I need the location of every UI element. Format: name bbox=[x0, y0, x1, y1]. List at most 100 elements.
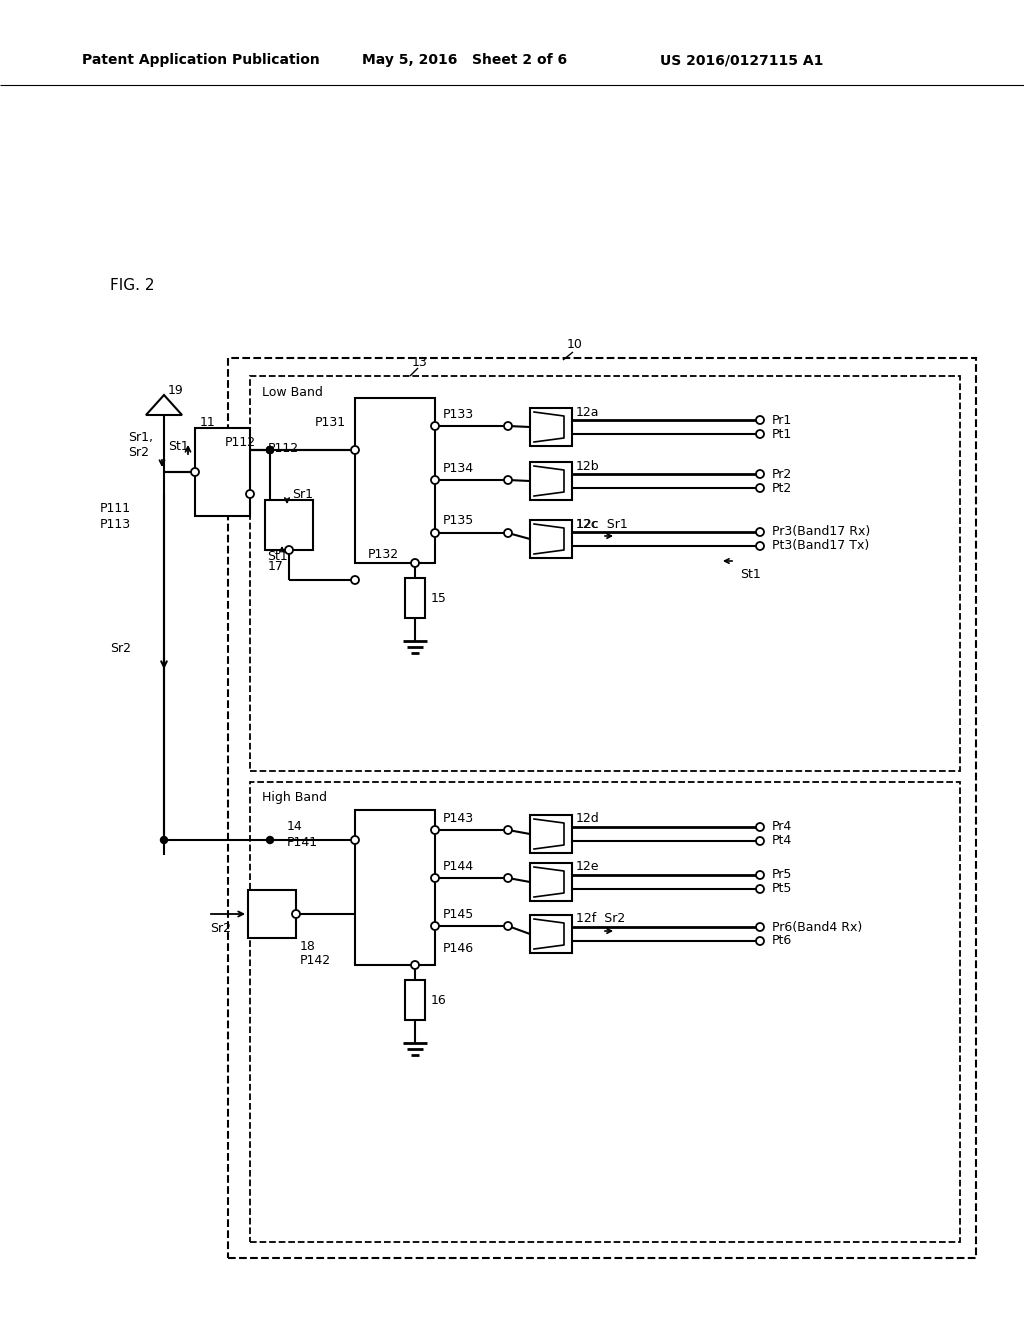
Text: 17: 17 bbox=[268, 560, 284, 573]
Text: Pr3(Band17 Rx): Pr3(Band17 Rx) bbox=[772, 525, 870, 539]
Text: 12b: 12b bbox=[575, 459, 600, 473]
Text: Pt4: Pt4 bbox=[772, 834, 793, 847]
Text: Pr6(Band4 Rx): Pr6(Band4 Rx) bbox=[772, 920, 862, 933]
Circle shape bbox=[431, 826, 439, 834]
Circle shape bbox=[756, 416, 764, 424]
Text: P113: P113 bbox=[100, 517, 131, 531]
Bar bbox=[406, 979, 425, 1020]
Bar bbox=[355, 810, 435, 965]
Text: May 5, 2016   Sheet 2 of 6: May 5, 2016 Sheet 2 of 6 bbox=[362, 53, 567, 67]
Text: P131: P131 bbox=[315, 417, 346, 429]
Circle shape bbox=[756, 884, 764, 894]
Text: P132: P132 bbox=[368, 549, 399, 561]
Text: P135: P135 bbox=[443, 515, 474, 528]
Bar bbox=[265, 500, 313, 550]
Text: St1: St1 bbox=[267, 550, 288, 564]
Text: Pt5: Pt5 bbox=[772, 883, 793, 895]
Text: Pr2: Pr2 bbox=[772, 467, 793, 480]
Text: St1: St1 bbox=[740, 568, 761, 581]
Circle shape bbox=[431, 874, 439, 882]
Circle shape bbox=[285, 546, 293, 554]
Bar bbox=[530, 863, 572, 902]
Circle shape bbox=[191, 469, 199, 477]
Text: 12d: 12d bbox=[575, 813, 600, 825]
Circle shape bbox=[504, 826, 512, 834]
Circle shape bbox=[756, 528, 764, 536]
Text: 12c: 12c bbox=[575, 517, 599, 531]
Text: Pr5: Pr5 bbox=[772, 869, 793, 882]
Text: P142: P142 bbox=[300, 953, 331, 966]
Circle shape bbox=[504, 921, 512, 931]
Circle shape bbox=[411, 961, 419, 969]
Text: 12a: 12a bbox=[575, 405, 599, 418]
Circle shape bbox=[756, 871, 764, 879]
Circle shape bbox=[756, 937, 764, 945]
Circle shape bbox=[756, 822, 764, 832]
Text: 12c  Sr1: 12c Sr1 bbox=[575, 517, 628, 531]
Circle shape bbox=[504, 422, 512, 430]
Text: 18: 18 bbox=[300, 940, 315, 953]
Circle shape bbox=[161, 837, 168, 843]
Text: Pt1: Pt1 bbox=[772, 428, 793, 441]
Text: 19: 19 bbox=[168, 384, 183, 396]
Text: Pt3(Band17 Tx): Pt3(Band17 Tx) bbox=[772, 540, 869, 553]
Text: P111: P111 bbox=[100, 502, 131, 515]
Text: Low Band: Low Band bbox=[262, 385, 323, 399]
Circle shape bbox=[266, 446, 273, 454]
Text: P143: P143 bbox=[443, 812, 474, 825]
Bar bbox=[530, 462, 572, 500]
Bar bbox=[250, 376, 961, 771]
Text: Sr2: Sr2 bbox=[128, 446, 150, 458]
Circle shape bbox=[411, 558, 419, 568]
Circle shape bbox=[431, 921, 439, 931]
Circle shape bbox=[504, 477, 512, 484]
Text: Pt6: Pt6 bbox=[772, 935, 793, 948]
Text: FIG. 2: FIG. 2 bbox=[110, 277, 155, 293]
Text: P133: P133 bbox=[443, 408, 474, 421]
Circle shape bbox=[504, 529, 512, 537]
Text: US 2016/0127115 A1: US 2016/0127115 A1 bbox=[660, 53, 823, 67]
Bar bbox=[530, 520, 572, 558]
Circle shape bbox=[266, 446, 273, 454]
Text: 10: 10 bbox=[567, 338, 583, 351]
Circle shape bbox=[504, 874, 512, 882]
Text: P112: P112 bbox=[225, 437, 256, 450]
Text: P144: P144 bbox=[443, 859, 474, 873]
Bar bbox=[406, 578, 425, 618]
Text: 15: 15 bbox=[431, 591, 446, 605]
Text: 11: 11 bbox=[200, 416, 216, 429]
Text: P141: P141 bbox=[287, 836, 318, 849]
Bar bbox=[530, 915, 572, 953]
Circle shape bbox=[756, 543, 764, 550]
Circle shape bbox=[351, 836, 359, 843]
Circle shape bbox=[246, 490, 254, 498]
Text: Sr1,: Sr1, bbox=[128, 432, 153, 445]
Text: P146: P146 bbox=[443, 941, 474, 954]
Text: Sr2: Sr2 bbox=[210, 921, 231, 935]
Circle shape bbox=[351, 446, 359, 454]
Circle shape bbox=[756, 430, 764, 438]
Circle shape bbox=[266, 446, 273, 454]
Text: 13: 13 bbox=[412, 355, 428, 368]
Text: Pr1: Pr1 bbox=[772, 413, 793, 426]
Circle shape bbox=[431, 477, 439, 484]
Text: P145: P145 bbox=[443, 908, 474, 920]
Circle shape bbox=[431, 422, 439, 430]
Text: 16: 16 bbox=[431, 994, 446, 1006]
Circle shape bbox=[292, 909, 300, 917]
Circle shape bbox=[351, 576, 359, 583]
Text: 14: 14 bbox=[287, 820, 303, 833]
Text: 12e: 12e bbox=[575, 861, 599, 874]
Bar bbox=[248, 890, 296, 939]
Text: Sr1: Sr1 bbox=[292, 487, 313, 500]
Bar bbox=[530, 408, 572, 446]
Text: Pr4: Pr4 bbox=[772, 821, 793, 833]
Circle shape bbox=[756, 923, 764, 931]
Circle shape bbox=[431, 529, 439, 537]
Circle shape bbox=[756, 470, 764, 478]
Bar bbox=[228, 358, 976, 1258]
Circle shape bbox=[756, 484, 764, 492]
Text: P112: P112 bbox=[268, 441, 299, 454]
Text: Patent Application Publication: Patent Application Publication bbox=[82, 53, 319, 67]
Text: P134: P134 bbox=[443, 462, 474, 474]
